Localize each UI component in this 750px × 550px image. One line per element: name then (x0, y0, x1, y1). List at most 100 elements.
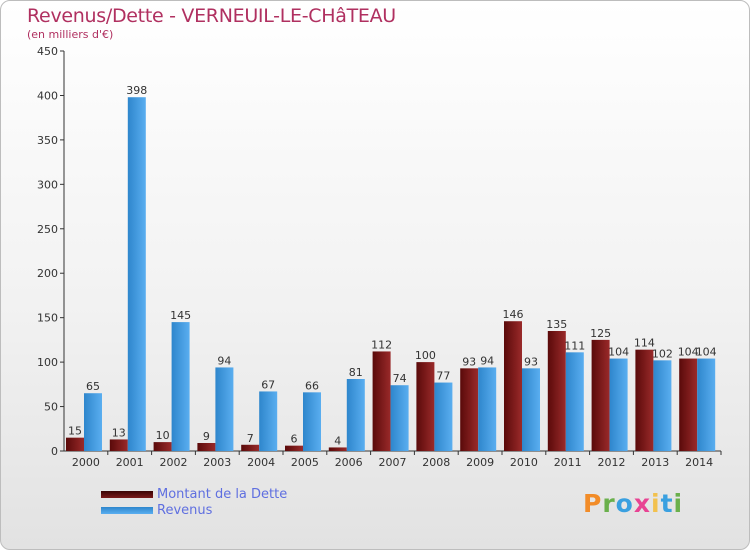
bar-revenus (609, 358, 628, 451)
data-label: 104 (678, 346, 699, 359)
bar-dette (109, 439, 128, 451)
bars (66, 97, 716, 451)
x-tick-label: 2001 (116, 456, 144, 469)
data-label: 93 (462, 355, 476, 368)
bar-dette (635, 349, 654, 451)
y-tick-label: 350 (37, 134, 58, 147)
data-label: 4 (334, 434, 341, 447)
x-axis: 2000 2001 2002 2003 2004 2005 2006 2007 2008 2009… (64, 450, 722, 469)
data-label: 93 (524, 355, 538, 368)
x-tick-label: 2002 (160, 456, 188, 469)
bar-revenus (565, 352, 584, 451)
data-label: 66 (305, 379, 319, 392)
proxiti-logo: Proxiti (583, 489, 683, 518)
bar-dette (416, 362, 435, 451)
data-label: 398 (126, 84, 147, 97)
bar-dette (66, 437, 84, 451)
data-label: 114 (634, 337, 655, 350)
bar-revenus (697, 358, 716, 451)
data-label: 15 (68, 425, 82, 438)
bar-dette (328, 447, 347, 451)
data-label: 94 (480, 354, 494, 367)
y-axis: 0 50 100 150 200 250 300 350 400 450 (37, 45, 65, 458)
data-label: 146 (503, 308, 524, 321)
data-label: 100 (415, 349, 436, 362)
data-label: 135 (546, 318, 567, 331)
legend-label-dette: Montant de la Dette (157, 487, 288, 502)
x-tick-label: 2008 (422, 456, 450, 469)
bar-dette (372, 351, 391, 451)
x-tick-label: 2013 (641, 456, 669, 469)
bar-revenus (303, 392, 321, 451)
bar-dette (153, 442, 172, 451)
data-label: 112 (371, 338, 392, 351)
logo-letter: o (615, 489, 634, 518)
bar-revenus (653, 360, 672, 451)
data-label: 65 (86, 380, 100, 393)
logo-letter: P (583, 489, 603, 518)
bar-dette (504, 321, 522, 451)
chart-title: Revenus/Dette - VERNEUIL-LE-CHâTEAU (27, 5, 396, 27)
data-label: 7 (247, 432, 254, 445)
bar-revenus (478, 367, 497, 451)
data-label: 111 (564, 339, 585, 352)
x-tick-label: 2004 (247, 456, 275, 469)
bar-revenus (215, 367, 234, 451)
x-tick-label: 2011 (554, 456, 582, 469)
x-tick-label: 2014 (685, 456, 713, 469)
y-tick-label: 150 (37, 312, 58, 325)
data-label: 94 (217, 354, 231, 367)
y-tick-label: 400 (37, 89, 58, 102)
bar-revenus (259, 391, 278, 451)
data-label: 6 (291, 433, 298, 446)
x-tick-label: 2007 (379, 456, 407, 469)
bar-revenus (522, 368, 540, 451)
data-label: 102 (652, 347, 673, 360)
y-tick-label: 200 (37, 267, 58, 280)
logo-letter: r (602, 489, 616, 518)
logo-letter: x (633, 489, 651, 518)
bar-dette (197, 443, 216, 451)
bar-revenus (84, 393, 102, 451)
logo-letter: t (660, 489, 674, 518)
data-label: 77 (436, 370, 450, 383)
data-label: 104 (608, 346, 629, 359)
legend-label-revenus: Revenus (157, 503, 213, 518)
y-tick-label: 100 (37, 356, 58, 369)
logo-letter: i (651, 489, 661, 518)
data-label: 104 (696, 346, 717, 359)
bar-revenus (434, 382, 453, 451)
data-label: 67 (261, 378, 275, 391)
data-label: 145 (170, 309, 191, 322)
data-label: 74 (393, 372, 407, 385)
data-label: 13 (112, 426, 126, 439)
y-tick-label: 0 (51, 445, 58, 458)
data-label: 81 (349, 366, 363, 379)
x-tick-label: 2000 (72, 456, 100, 469)
x-tick-label: 2012 (598, 456, 626, 469)
legend-swatch-dette (101, 491, 153, 498)
bar-revenus (171, 322, 190, 451)
logo-letter: i (673, 489, 684, 518)
x-tick-label: 2005 (291, 456, 319, 469)
x-tick-label: 2003 (203, 456, 231, 469)
bar-revenus (127, 97, 146, 451)
chart-subtitle: (en milliers d'€) (27, 28, 114, 41)
data-label: 125 (590, 327, 611, 340)
bar-dette (591, 339, 610, 451)
bar-dette (285, 445, 303, 451)
data-label: 10 (156, 429, 170, 442)
y-tick-label: 50 (44, 401, 58, 414)
y-tick-label: 250 (37, 223, 58, 236)
bar-revenus (390, 385, 409, 451)
x-tick-label: 2006 (335, 456, 363, 469)
bar-dette (547, 331, 566, 451)
x-tick-label: 2010 (510, 456, 538, 469)
y-tick-label: 300 (37, 178, 58, 191)
y-tick-label: 450 (37, 45, 58, 58)
bar-dette (679, 358, 698, 451)
bar-dette (460, 368, 479, 451)
